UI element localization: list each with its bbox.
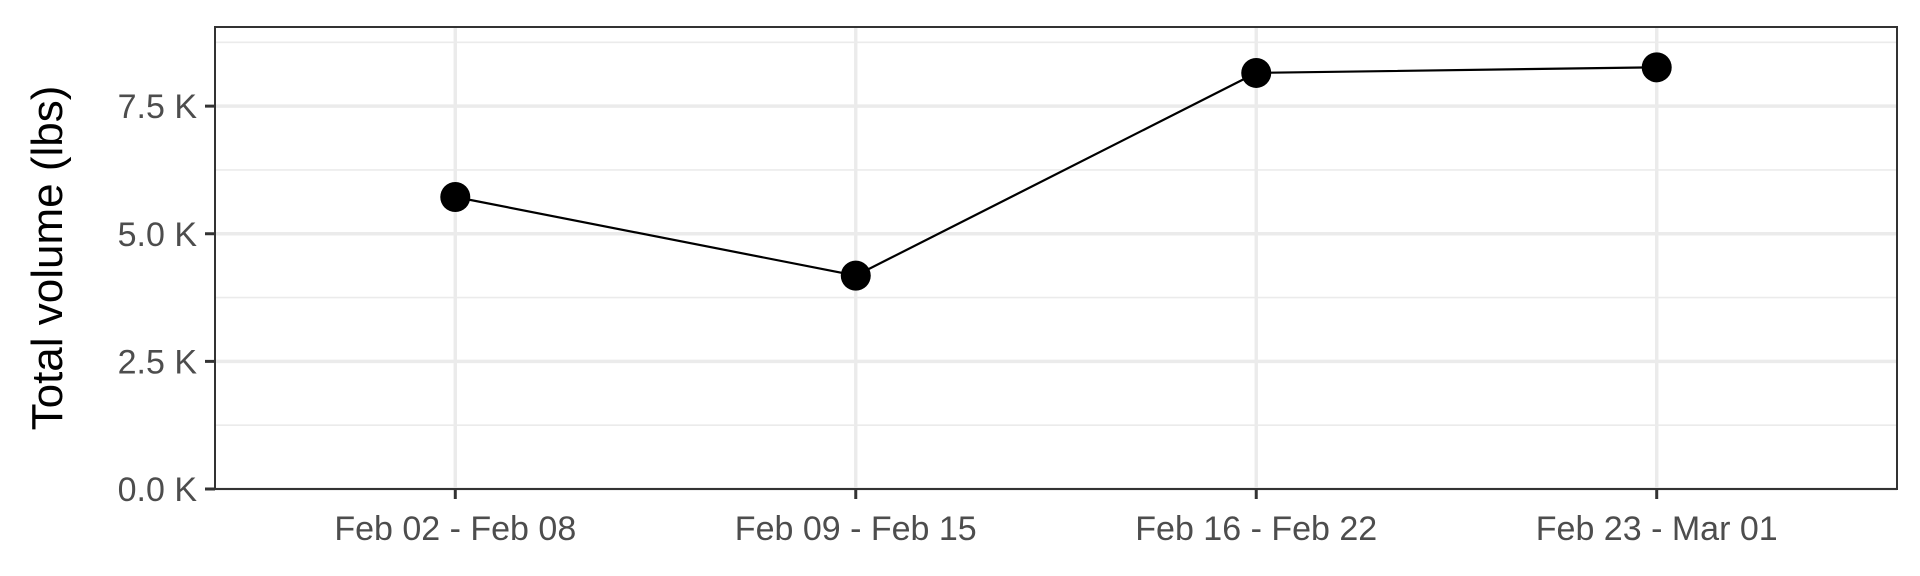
series-line: [455, 66, 1657, 277]
data-point: [1241, 57, 1272, 88]
y-tick-label: 5.0 K: [118, 216, 198, 254]
x-tick-label: Feb 16 - Feb 22: [1135, 510, 1377, 548]
x-tick-label: Feb 02 - Feb 08: [334, 510, 576, 548]
y-axis: 0.0 K 2.5 K 5.0 K 7.5 K: [118, 88, 215, 509]
data-point: [1641, 52, 1672, 83]
x-tick-label: Feb 23 - Mar 01: [1536, 510, 1778, 548]
y-tick-label: 2.5 K: [118, 343, 198, 381]
minor-gridlines: [215, 41, 1897, 426]
major-gridlines: [215, 27, 1897, 491]
x-tick-label: Feb 09 - Feb 15: [735, 510, 977, 548]
series-line-group: [455, 66, 1657, 277]
panel-border: [214, 26, 1898, 490]
y-tick-label: 0.0 K: [118, 471, 198, 509]
series-points-group: [440, 52, 1672, 291]
x-axis: Feb 02 - Feb 08 Feb 09 - Feb 15 Feb 16 - F…: [334, 489, 1778, 548]
data-point: [440, 181, 471, 212]
y-axis-title: Total volume (lbs): [23, 86, 72, 431]
data-point: [840, 260, 871, 291]
y-tick-label: 7.5 K: [118, 88, 198, 126]
